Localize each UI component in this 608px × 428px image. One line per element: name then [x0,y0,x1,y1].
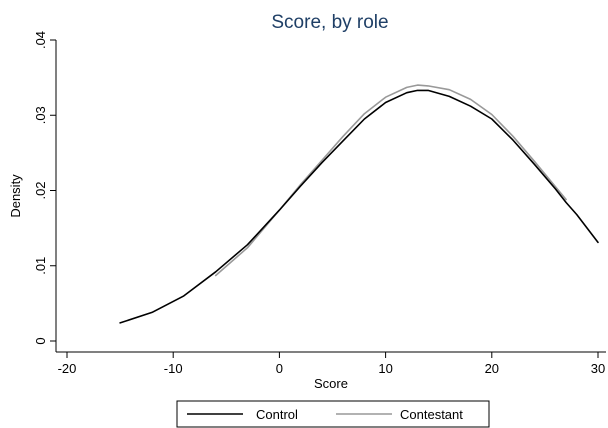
x-tick-label: -10 [164,361,183,376]
y-tick-label: .01 [33,257,48,275]
x-tick-label: 10 [378,361,392,376]
chart-title: Score, by role [271,12,388,33]
series-line-control [119,89,599,324]
x-tick-label: 30 [591,361,605,376]
x-tick-label: 0 [276,361,283,376]
x-tick-label: 20 [485,361,499,376]
y-tick-label: .02 [33,181,48,199]
series-line-contestant [214,84,567,277]
legend-label-control: Control [256,407,298,422]
y-tick-label: .03 [33,106,48,124]
y-axis-title: Density [8,174,23,218]
x-axis-ticks: -20 -10 0 10 20 30 [58,352,605,376]
legend-label-contestant: Contestant [400,407,463,422]
x-axis-title: Score [314,376,348,391]
series-layer [119,84,599,324]
y-tick-label: .04 [33,31,48,49]
y-tick-label: 0 [33,337,48,344]
legend: Control Contestant [176,400,490,428]
plot-frame [55,40,606,353]
x-tick-label: -20 [58,361,77,376]
y-axis-ticks: 0 .01 .02 .03 .04 [33,31,56,345]
